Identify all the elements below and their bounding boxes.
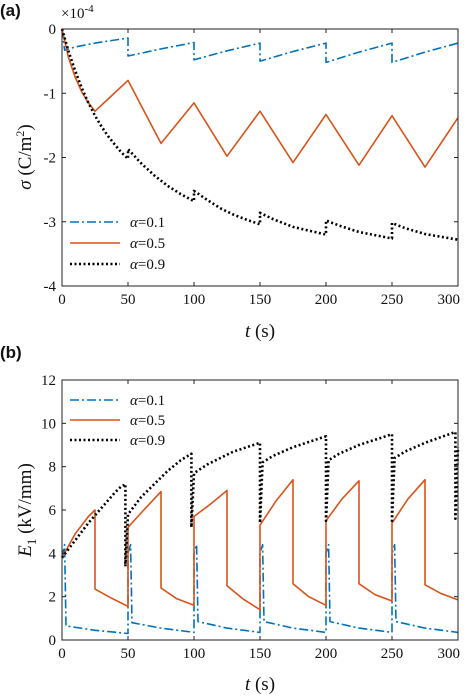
panel-b-x-tick-label: 100 (183, 646, 206, 662)
panel-b-legend-value-1: =0.1 (138, 393, 165, 409)
panel-a-scale-base: ×10 (61, 6, 84, 22)
panel-b-y-tick-label: 8 (49, 460, 57, 476)
panel-a-x-tick-label: 50 (121, 292, 136, 308)
panel-a-y-axis-unit-sup: 2 (13, 131, 27, 137)
panel-a-legend-symbol-1: α (130, 215, 139, 231)
panel-b-x-tick-label: 150 (249, 646, 272, 662)
panel-a-x-tick-label: 150 (249, 292, 272, 308)
panel-b-legend-label-1: α=0.1 (130, 393, 165, 409)
panel-a-x-tick-label: 0 (58, 292, 66, 308)
panel-a-series-line-1 (61, 28, 459, 64)
panel-a-y-tick-label: 0 (49, 22, 57, 38)
panel-a-x-axis-label: t (s) (245, 321, 275, 342)
panel-a-x-tick-label: 100 (183, 292, 206, 308)
panel-b-y-tick-label: 12 (41, 373, 56, 389)
panel-b-y-tick-label: 6 (49, 503, 57, 519)
panel-a-legend-value-3: =0.9 (138, 257, 165, 273)
panel-a-scale-factor: ×10-4 (61, 3, 94, 22)
panel-b-y-axis-symbol: E (15, 545, 36, 558)
panel-a-legend-label-3: α=0.9 (130, 257, 165, 273)
panel-a-scale-exponent: -4 (84, 3, 94, 15)
panel-b-legend: α=0.1 α=0.5 α=0.9 (70, 393, 165, 449)
panel-b-legend-symbol-1: α (130, 393, 139, 409)
panel-a-x-tick-label: 200 (315, 292, 338, 308)
panel-b-legend-symbol-2: α (130, 413, 139, 429)
panel-a-legend-symbol-3: α (130, 257, 139, 273)
panel-b-series-line-2 (61, 478, 459, 611)
panel-a-y-axis-unit-close: ) (15, 124, 36, 130)
panel-b-x-axis-label: t (s) (245, 674, 275, 695)
panel-b-legend-value-3: =0.9 (138, 433, 165, 449)
panel-a-y-tick-label: -3 (44, 215, 57, 231)
panel-a-y-axis-unit: (C/m (15, 136, 36, 180)
panel-a-label: (a) (0, 1, 21, 20)
panel-b-ticks: 0 50 100 150 200 250 300 0 2 4 6 8 10 12 (41, 373, 460, 662)
panel-b-chart: (b) 0 50 100 150 200 250 300 0 2 4 6 8 10 12 t (s) E1… (0, 343, 460, 695)
panel-b-y-axis-label: E1 (kV/mm) (15, 463, 39, 558)
panel-b-label: (b) (0, 343, 22, 362)
panel-a-legend-value-1: =0.1 (138, 215, 165, 231)
panel-b-y-tick-label: 4 (49, 546, 57, 562)
panel-b-y-tick-label: 2 (49, 590, 57, 606)
panel-b-series-line-3 (60, 430, 460, 568)
panel-a-legend-label-1: α=0.1 (130, 215, 165, 231)
panel-b-x-tick-label: 50 (121, 646, 136, 662)
panel-b-x-tick-label: 200 (315, 646, 338, 662)
panel-b-x-axis-unit: (s) (250, 674, 275, 695)
panel-a-y-axis-symbol: σ (15, 180, 36, 190)
panel-a-ticks: 0 50 100 150 200 250 300 -4 -3 -2 -1 0 (44, 22, 461, 308)
panel-b-y-axis-sub: 1 (24, 539, 39, 546)
panel-b-legend-label-3: α=0.9 (130, 433, 165, 449)
panel-b-x-tick-label: 250 (381, 646, 404, 662)
panel-a-x-tick-label: 250 (381, 292, 404, 308)
panel-b-y-tick-label: 0 (49, 633, 57, 649)
panel-a-series-line-2 (61, 28, 459, 168)
panel-b-x-axis-symbol: t (245, 674, 251, 695)
panel-b-x-tick-label: 0 (58, 646, 66, 662)
panel-a-legend-label-2: α=0.5 (130, 236, 165, 252)
panel-a-y-tick-label: -1 (44, 86, 57, 102)
panel-a-legend-symbol-2: α (130, 236, 139, 252)
panel-b-y-tick-label: 10 (41, 416, 56, 432)
panel-b-legend-label-2: α=0.5 (130, 413, 165, 429)
panel-a-x-axis-unit: (s) (250, 321, 275, 342)
panel-a-legend: α=0.1 α=0.5 α=0.9 (70, 215, 165, 273)
panel-a-y-tick-label: -2 (44, 151, 57, 167)
panel-a-y-axis-label: σ (C/m2) (13, 124, 36, 190)
panel-a-legend-value-2: =0.5 (138, 236, 165, 252)
panel-a-x-axis-symbol: t (245, 321, 251, 342)
panel-b-y-axis-unit: (kV/mm) (15, 463, 36, 538)
panel-a-x-tick-label: 300 (438, 292, 461, 308)
panel-a-y-tick-label: -4 (44, 279, 57, 295)
panel-b-legend-value-2: =0.5 (138, 413, 165, 429)
panel-b-series-group (60, 430, 460, 635)
panel-a-series-line-3 (60, 28, 459, 241)
panel-b-x-tick-label: 300 (438, 646, 461, 662)
panel-a-series-group (60, 28, 459, 241)
panel-a-plot-area (62, 29, 458, 286)
panel-a-chart: (a) ×10-4 0 50 100 150 200 250 300-4-3-2-10 t … (0, 1, 460, 342)
panel-b-legend-symbol-3: α (130, 433, 139, 449)
